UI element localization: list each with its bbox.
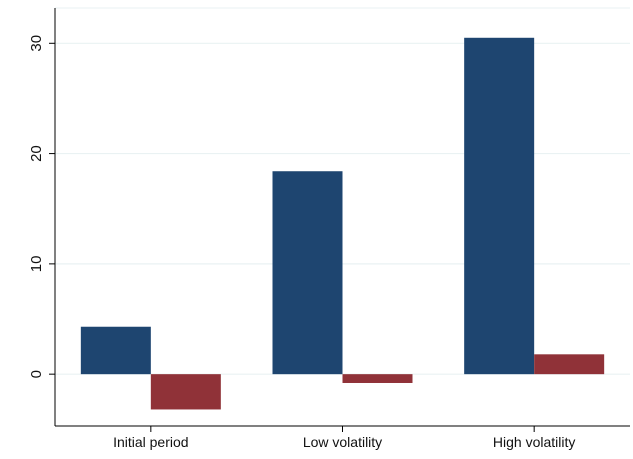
- bar-series-2-high-volatility: [534, 354, 605, 375]
- x-category-label: Low volatility: [303, 434, 382, 450]
- y-tick-label: 20: [28, 145, 45, 162]
- x-category-label: Initial period: [113, 434, 189, 450]
- bar-series-2-low-volatility: [342, 374, 413, 383]
- bar-series-1-high-volatility: [464, 37, 535, 375]
- y-tick-label: 0: [28, 370, 45, 378]
- y-tick-label: 10: [28, 256, 45, 273]
- y-tick-label: 30: [28, 35, 45, 52]
- bar-series-2-initial-period: [150, 374, 221, 410]
- bar-series-1-initial-period: [80, 326, 151, 375]
- bar-series-1-low-volatility: [272, 171, 343, 375]
- x-category-label: High volatility: [493, 434, 575, 450]
